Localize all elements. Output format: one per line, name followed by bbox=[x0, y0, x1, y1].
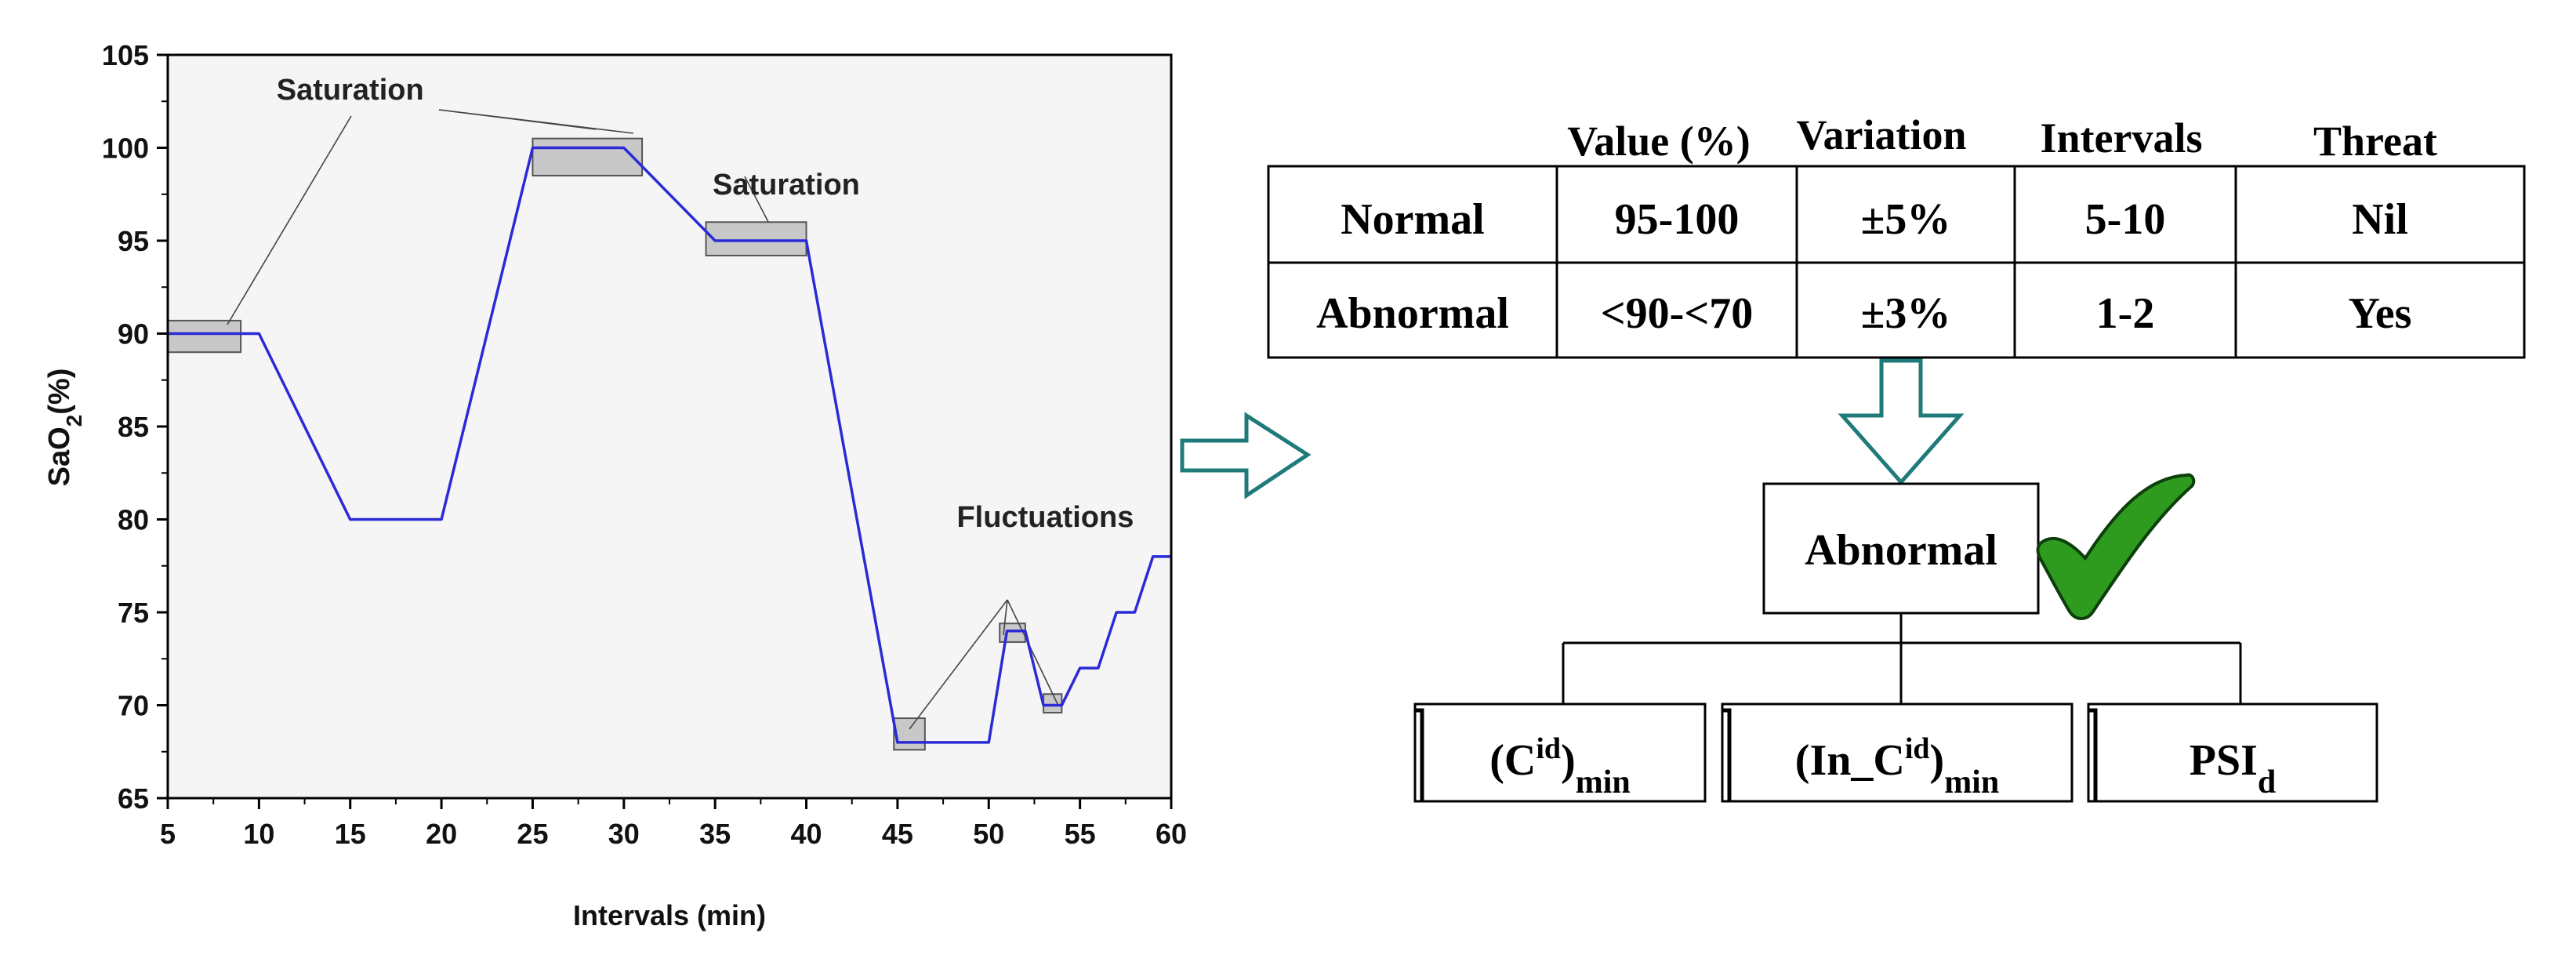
table-row: Normal 95-100 ±5% 5-10 Nil bbox=[1341, 195, 2408, 244]
table-cell: Nil bbox=[2352, 195, 2408, 244]
output-box: PSId bbox=[2087, 702, 2378, 803]
x-tick-label: 15 bbox=[335, 818, 366, 850]
x-tick-label: 60 bbox=[1156, 818, 1187, 850]
table-cell: ±3% bbox=[1861, 289, 1951, 338]
plot-area bbox=[168, 55, 1171, 798]
y-tick-label: 65 bbox=[118, 782, 149, 815]
x-tick-label: 50 bbox=[973, 818, 1004, 850]
y-tick-label: 95 bbox=[118, 225, 149, 257]
y-tick-label: 105 bbox=[102, 39, 149, 71]
y-axis-ticks: 65 70 75 80 85 90 95 100 105 bbox=[102, 39, 168, 815]
output-box: (In_Cid)min bbox=[1721, 702, 2073, 803]
table-header: Intervals bbox=[2041, 114, 2203, 162]
x-tick-label: 10 bbox=[243, 818, 274, 850]
table-header: Variation bbox=[1796, 111, 1966, 158]
y-tick-label: 75 bbox=[118, 597, 149, 629]
highlight-box bbox=[893, 717, 926, 751]
y-tick-label: 90 bbox=[118, 318, 149, 350]
x-tick-label: 40 bbox=[791, 818, 822, 850]
leader-line bbox=[1007, 599, 1059, 706]
y-tick-label: 100 bbox=[102, 133, 149, 165]
x-axis-ticks: 5 10 15 20 25 30 35 40 45 50 55 60 bbox=[160, 798, 1187, 850]
output-box: (Cid)min bbox=[1413, 702, 1707, 803]
y-tick-label: 85 bbox=[118, 411, 149, 443]
x-tick-label: 30 bbox=[608, 818, 640, 850]
y-tick-label: 80 bbox=[118, 504, 149, 536]
leader-line bbox=[227, 115, 352, 325]
right-arrow-icon bbox=[1180, 412, 1312, 499]
tree-connectors bbox=[1562, 613, 2242, 704]
highlight-box bbox=[705, 221, 807, 256]
leader-line bbox=[1003, 599, 1008, 636]
output-label: (In_Cid)min bbox=[1795, 732, 1999, 800]
threshold-table: Value (%) Variation Intervals Threat Nor… bbox=[1267, 111, 2526, 359]
x-tick-label: 5 bbox=[160, 818, 176, 850]
check-icon bbox=[2036, 473, 2196, 620]
down-arrow-icon bbox=[1838, 358, 1965, 485]
output-label: PSId bbox=[2190, 736, 2277, 800]
x-tick-label: 45 bbox=[882, 818, 913, 850]
output-label: (Cid)min bbox=[1489, 732, 1630, 800]
highlight-box bbox=[532, 137, 644, 177]
result-box bbox=[1762, 482, 2040, 615]
y-tick-label: 70 bbox=[118, 690, 149, 722]
chart: 5 10 15 20 25 30 35 40 45 50 55 60 65 70 75 80 85 90 95 10… bbox=[43, 39, 1187, 931]
annotation-labels: Saturation Saturation Fluctuations bbox=[277, 74, 1134, 534]
leader-line bbox=[909, 599, 1008, 730]
highlight-box bbox=[167, 319, 242, 354]
x-tick-label: 35 bbox=[699, 818, 731, 850]
table-row: Abnormal <90-<70 ±3% 1-2 Yes bbox=[1316, 289, 2411, 338]
table-cell: 5-10 bbox=[2085, 195, 2166, 244]
table-cell: Abnormal bbox=[1316, 289, 1509, 338]
table-cell: 1-2 bbox=[2096, 289, 2155, 338]
y-axis-label: SaO2(%) bbox=[43, 368, 86, 487]
highlight-box bbox=[1043, 693, 1063, 713]
x-tick-label: 20 bbox=[426, 818, 457, 850]
output-box-shadow bbox=[1722, 708, 1732, 801]
output-box-frame bbox=[1413, 702, 1707, 803]
x-tick-label: 25 bbox=[517, 818, 548, 850]
annotation-label: Saturation bbox=[277, 74, 424, 107]
series-line bbox=[168, 146, 1171, 744]
annotation-label: Fluctuations bbox=[956, 501, 1134, 534]
table-cell: ±5% bbox=[1861, 195, 1951, 244]
x-axis-label: Intervals (min) bbox=[573, 899, 766, 931]
table-cell: <90-<70 bbox=[1601, 289, 1753, 338]
annotation-leaders bbox=[227, 109, 1059, 730]
output-box-frame bbox=[2087, 702, 2378, 803]
x-tick-label: 55 bbox=[1065, 818, 1096, 850]
output-box-shadow bbox=[1415, 708, 1424, 801]
table-header: Threat bbox=[2313, 118, 2437, 165]
annotation-label: Saturation bbox=[713, 169, 860, 201]
table-cell: 95-100 bbox=[1615, 195, 1740, 244]
table-cell: Normal bbox=[1341, 195, 1485, 244]
leader-line bbox=[744, 176, 769, 223]
table-cell: Yes bbox=[2349, 289, 2412, 338]
table-header: Value (%) bbox=[1567, 118, 1751, 165]
output-box-shadow bbox=[2088, 708, 2098, 801]
leader-line bbox=[438, 109, 634, 134]
output-box-frame bbox=[1721, 702, 2073, 803]
result-label: Abnormal bbox=[1805, 526, 1997, 575]
